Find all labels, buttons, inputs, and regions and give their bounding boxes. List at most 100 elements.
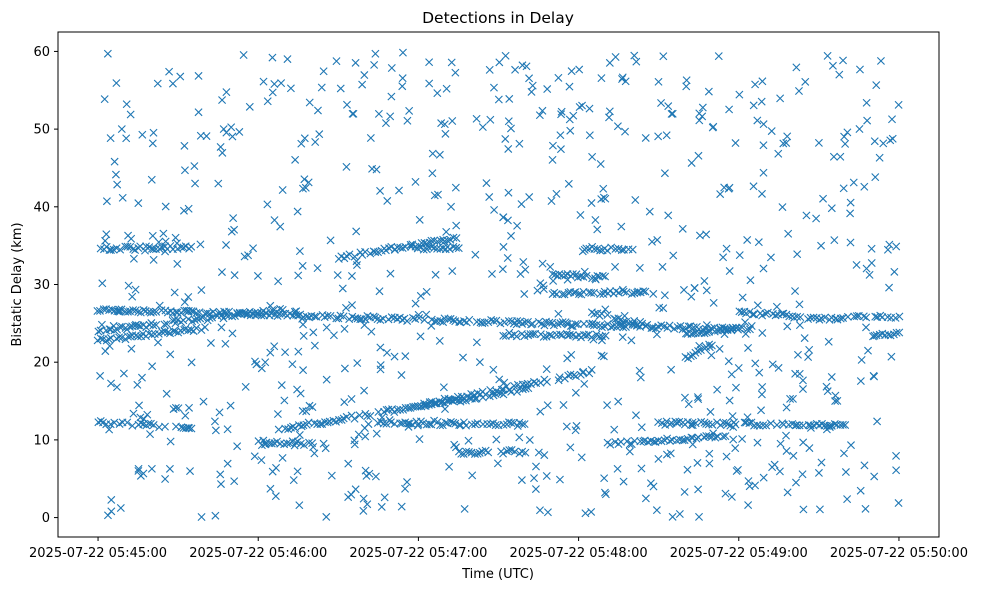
detection-point <box>704 87 713 96</box>
detection-point <box>261 440 269 449</box>
detection-point <box>534 448 543 457</box>
detection-point <box>578 101 587 110</box>
detection-point <box>464 447 473 456</box>
detection-point <box>159 229 168 238</box>
detection-point <box>376 186 385 195</box>
detection-point <box>613 122 622 131</box>
detection-point <box>876 56 885 65</box>
detection-point <box>439 383 448 392</box>
detection-point <box>885 283 894 292</box>
detection-point <box>184 315 193 324</box>
detection-point <box>593 225 602 234</box>
detection-point <box>379 419 388 428</box>
detection-point <box>296 389 305 398</box>
detection-point <box>545 318 554 327</box>
detection-point <box>322 512 331 521</box>
detection-point <box>859 312 868 321</box>
detection-point <box>611 53 620 61</box>
detection-point <box>599 184 608 193</box>
detection-point <box>448 396 457 405</box>
detection-point <box>152 321 161 329</box>
detection-point <box>321 444 330 453</box>
detection-point <box>621 127 630 136</box>
detection-point <box>295 501 304 510</box>
detection-point <box>772 302 781 311</box>
detection-point <box>118 193 127 202</box>
detection-point <box>192 323 201 332</box>
detection-point <box>694 151 703 160</box>
detection-point <box>863 116 872 125</box>
detection-point <box>344 493 353 502</box>
detection-point <box>336 84 345 93</box>
detection-point <box>484 448 493 457</box>
detection-point <box>187 358 196 367</box>
detection-point <box>582 271 591 280</box>
detection-point <box>715 344 724 353</box>
detection-point <box>386 269 395 278</box>
detection-point <box>832 420 841 429</box>
detection-point <box>352 227 361 236</box>
detection-point <box>239 51 248 59</box>
detection-point <box>197 512 206 521</box>
detection-point <box>700 329 709 338</box>
detection-point <box>774 363 783 372</box>
detection-point <box>228 312 237 321</box>
detection-point <box>147 464 156 473</box>
detection-point <box>196 131 205 140</box>
detection-point <box>883 245 892 254</box>
detection-point <box>348 301 357 310</box>
detection-point <box>489 365 498 374</box>
detection-point <box>735 251 744 260</box>
detection-point <box>273 410 282 419</box>
detection-point <box>94 327 103 336</box>
detection-point <box>105 425 114 434</box>
detection-point <box>316 420 325 429</box>
detection-point <box>580 379 589 388</box>
detection-point <box>100 95 109 104</box>
detection-point <box>585 369 594 378</box>
detection-point <box>449 233 458 242</box>
detection-point <box>753 301 762 310</box>
detection-point <box>355 411 364 420</box>
detection-point <box>520 290 529 299</box>
detection-point <box>428 169 437 178</box>
detection-point <box>398 74 407 83</box>
detection-point <box>708 420 717 429</box>
detection-point <box>666 449 675 458</box>
detection-point <box>170 316 179 325</box>
detection-point <box>491 421 500 430</box>
detection-point <box>657 99 666 107</box>
detection-point <box>795 321 804 330</box>
detection-point <box>575 103 584 111</box>
detection-point <box>542 472 551 480</box>
detection-point <box>257 364 266 373</box>
detection-point <box>694 347 703 355</box>
detection-point <box>126 110 135 119</box>
detection-point <box>661 420 670 429</box>
detection-point <box>542 377 551 386</box>
detection-point <box>507 231 516 240</box>
detection-point <box>723 420 732 429</box>
detection-point <box>684 400 693 409</box>
detection-point <box>731 139 740 148</box>
detection-point <box>452 221 461 230</box>
detection-point <box>757 189 766 198</box>
detection-point <box>596 246 605 255</box>
detection-point <box>702 286 711 295</box>
detection-point <box>151 245 160 254</box>
detection-point <box>597 74 606 83</box>
detection-point <box>618 73 627 82</box>
detection-point <box>721 489 730 498</box>
detection-point <box>768 360 777 369</box>
detection-point <box>238 309 247 317</box>
detection-point <box>515 433 524 442</box>
detection-point <box>665 436 674 445</box>
detection-point <box>605 107 614 116</box>
detection-point <box>759 168 768 177</box>
detection-point <box>383 348 391 357</box>
detection-point <box>782 446 791 455</box>
detection-point <box>611 244 620 253</box>
detection-point <box>846 238 855 247</box>
y-axis-label: Bistatic Delay (km) <box>10 222 25 346</box>
detection-point <box>805 444 814 453</box>
